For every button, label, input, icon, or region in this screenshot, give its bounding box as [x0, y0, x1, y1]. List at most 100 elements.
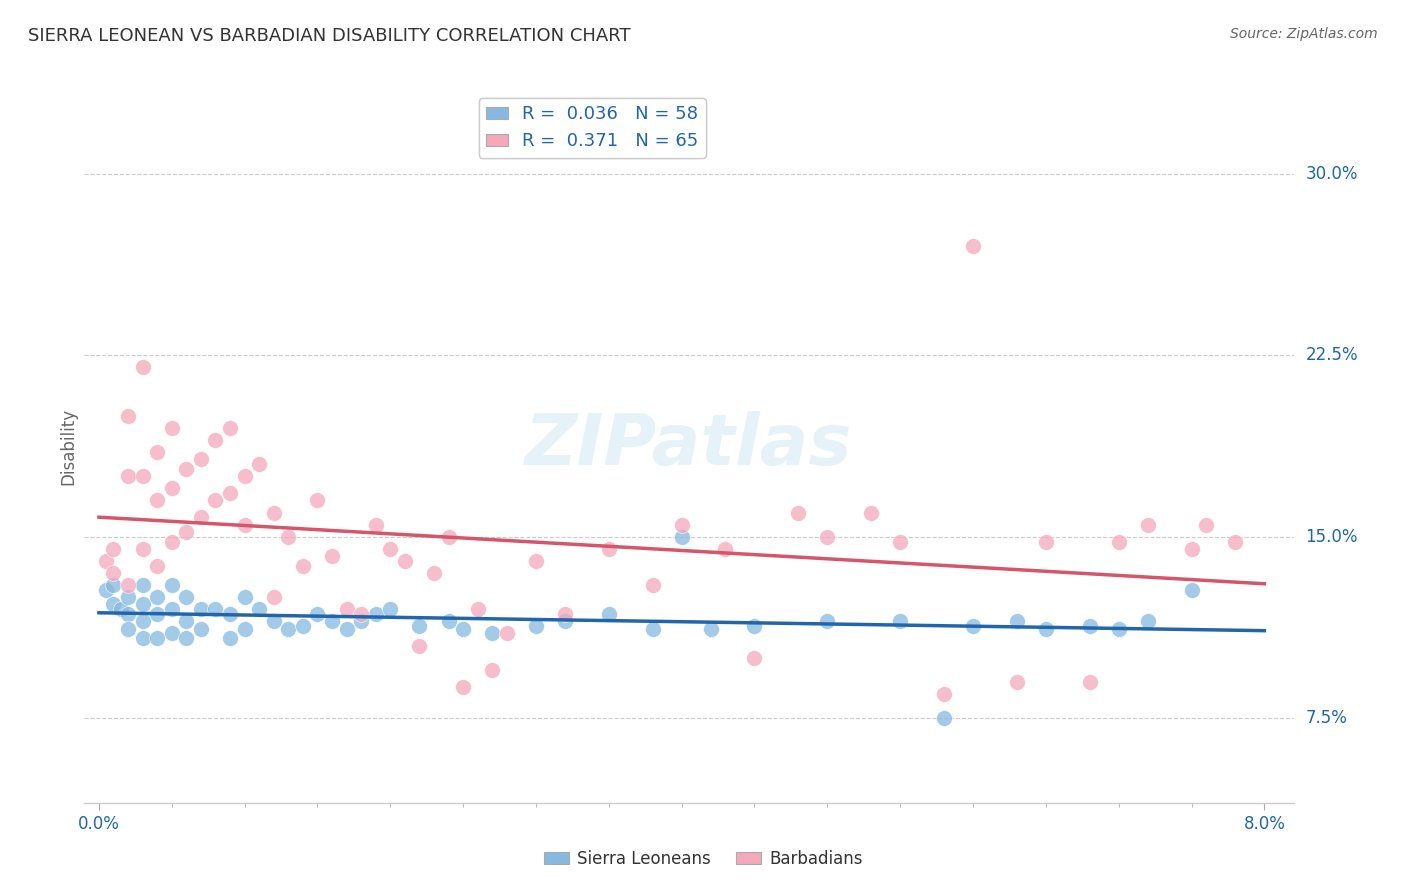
Point [1225, 534, 1247, 549]
Point [307, 607, 329, 621]
Point [176, 524, 198, 539]
Point [103, 598, 125, 612]
Point [437, 615, 460, 629]
Point [481, 626, 503, 640]
Point [131, 541, 153, 556]
Point [160, 421, 183, 435]
Point [554, 615, 576, 629]
Text: 7.5%: 7.5% [1306, 709, 1347, 727]
Point [291, 558, 314, 573]
Point [467, 602, 489, 616]
Text: 15.0%: 15.0% [1306, 528, 1358, 546]
Point [815, 615, 838, 629]
Legend: Sierra Leoneans, Barbadians: Sierra Leoneans, Barbadians [537, 844, 869, 875]
Point [641, 622, 664, 636]
Point [671, 517, 693, 532]
Point [277, 622, 299, 636]
Point [131, 578, 153, 592]
Text: 30.0%: 30.0% [1306, 165, 1358, 183]
Legend: R =  0.036   N = 58, R =  0.371   N = 65: R = 0.036 N = 58, R = 0.371 N = 65 [479, 98, 706, 158]
Point [1136, 615, 1159, 629]
Point [380, 541, 402, 556]
Point [160, 626, 183, 640]
Point [380, 602, 402, 616]
Y-axis label: Disability: Disability [59, 408, 77, 484]
Point [233, 622, 256, 636]
Point [117, 469, 139, 483]
Point [117, 409, 139, 423]
Point [263, 615, 285, 629]
Point [451, 622, 474, 636]
Point [962, 239, 984, 253]
Point [204, 433, 226, 447]
Point [103, 541, 125, 556]
Point [176, 615, 198, 629]
Point [1180, 541, 1202, 556]
Point [146, 445, 169, 459]
Point [160, 481, 183, 495]
Point [146, 558, 169, 573]
Point [321, 615, 343, 629]
Point [744, 650, 766, 665]
Point [146, 590, 169, 604]
Point [437, 530, 460, 544]
Point [96, 582, 118, 597]
Point [233, 469, 256, 483]
Point [160, 602, 183, 616]
Point [233, 517, 256, 532]
Text: 22.5%: 22.5% [1306, 346, 1358, 364]
Point [394, 554, 416, 568]
Point [176, 590, 198, 604]
Point [495, 626, 517, 640]
Point [146, 607, 169, 621]
Point [233, 590, 256, 604]
Point [524, 619, 547, 633]
Point [889, 534, 911, 549]
Point [263, 506, 285, 520]
Point [160, 578, 183, 592]
Point [815, 530, 838, 544]
Point [700, 622, 723, 636]
Point [932, 711, 955, 725]
Point [860, 506, 883, 520]
Point [176, 462, 198, 476]
Point [423, 566, 446, 580]
Point [219, 421, 242, 435]
Point [350, 615, 373, 629]
Point [247, 457, 270, 471]
Text: Source: ZipAtlas.com: Source: ZipAtlas.com [1230, 27, 1378, 41]
Point [204, 602, 226, 616]
Point [1035, 534, 1057, 549]
Point [889, 615, 911, 629]
Point [1136, 517, 1159, 532]
Point [291, 619, 314, 633]
Point [219, 486, 242, 500]
Point [117, 590, 139, 604]
Point [1108, 622, 1130, 636]
Text: ZIPatlas: ZIPatlas [526, 411, 852, 481]
Point [714, 541, 737, 556]
Point [146, 632, 169, 646]
Point [1108, 534, 1130, 549]
Point [1078, 674, 1101, 689]
Point [598, 541, 620, 556]
Text: SIERRA LEONEAN VS BARBADIAN DISABILITY CORRELATION CHART: SIERRA LEONEAN VS BARBADIAN DISABILITY C… [28, 27, 631, 45]
Point [263, 590, 285, 604]
Point [277, 530, 299, 544]
Point [524, 554, 547, 568]
Point [1035, 622, 1057, 636]
Point [117, 578, 139, 592]
Point [1195, 517, 1218, 532]
Point [554, 607, 576, 621]
Point [932, 687, 955, 701]
Point [364, 607, 387, 621]
Point [160, 534, 183, 549]
Point [146, 493, 169, 508]
Point [336, 622, 359, 636]
Point [408, 619, 430, 633]
Point [364, 517, 387, 532]
Point [190, 622, 212, 636]
Point [219, 632, 242, 646]
Point [96, 554, 118, 568]
Point [204, 493, 226, 508]
